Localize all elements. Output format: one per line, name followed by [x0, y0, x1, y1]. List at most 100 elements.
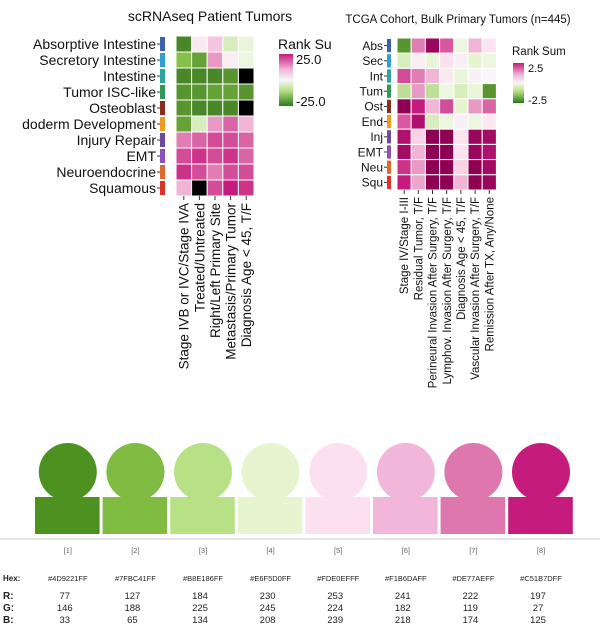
tcga-cell	[439, 143, 455, 161]
tcga-cell	[424, 83, 441, 100]
tcga-column-label: Stage IV/Stage I-III	[399, 197, 411, 294]
tcga-row-label: Inj	[370, 130, 383, 144]
swatch-hex: #FDE0EFFF	[317, 574, 360, 583]
scrnaseq-row-label: doderm Development	[22, 116, 156, 132]
scrnaseq-cell	[222, 99, 239, 117]
scrnaseq-row-label: Tumor ISC-like	[63, 84, 156, 100]
tcga-cell	[467, 174, 483, 191]
swatch-r-value: 222	[462, 591, 478, 602]
scrnaseq-cell	[206, 51, 224, 69]
r-row-label: R:	[3, 591, 14, 602]
scrnaseq-cell	[175, 131, 193, 149]
scrnaseq-row-group-bar	[160, 37, 165, 51]
scrnaseq-cell	[191, 131, 208, 149]
tcga-cell	[467, 143, 483, 161]
tcga-row-group-bar	[387, 84, 391, 98]
scrnaseq-cell	[237, 51, 255, 69]
tcga-heatmap: TCGA Cohort, Bulk Primary Tumors (n=445)…	[345, 14, 570, 388]
swatch-g-value: 225	[192, 603, 208, 614]
scrnaseq-cell	[191, 147, 208, 165]
tcga-row-label: Int	[370, 69, 384, 83]
scrnaseq-heatmap: scRNAseq Patient Tumors Absorptive Intes…	[22, 8, 332, 369]
tcga-cell	[481, 98, 497, 115]
scrnaseq-cell	[191, 115, 208, 133]
swatch-b-value: 208	[260, 615, 276, 626]
swatch-b-value: 33	[60, 615, 71, 626]
tcga-row-group-bar	[387, 39, 391, 53]
scrnaseq-cell	[222, 131, 239, 149]
tcga-cell	[453, 143, 469, 161]
tcga-cell	[481, 174, 497, 191]
swatch-index: [1]	[64, 546, 72, 555]
swatch-r-value: 77	[60, 591, 71, 602]
swatch-r-value: 241	[395, 591, 411, 602]
tcga-cell	[453, 113, 469, 130]
scrnaseq-cell	[206, 35, 224, 53]
swatch-g-value: 146	[57, 603, 73, 614]
scrnaseq-cell	[175, 115, 193, 133]
swatch-index: [3]	[199, 546, 207, 555]
tcga-row-group-bar	[387, 175, 391, 189]
scrnaseq-cell	[237, 99, 255, 117]
tcga-legend-tick-max: 2.5	[528, 63, 543, 75]
tcga-cell	[396, 67, 412, 85]
scrnaseq-column-label: Stage IVB or IVC/Stage IVA	[177, 203, 192, 369]
swatch-r-value: 197	[530, 591, 546, 602]
scrnaseq-legend: Rank Su 25.0 -25.0	[278, 36, 332, 109]
scrnaseq-row-label: Injury Repair	[77, 132, 157, 148]
tcga-cell	[396, 37, 412, 54]
scrnaseq-row-group-bar	[160, 117, 165, 131]
tcga-row-label: EMT	[358, 145, 384, 159]
scrnaseq-cell	[222, 115, 239, 133]
hex-row-label: Hex:	[3, 574, 20, 583]
scrnaseq-cell	[206, 115, 224, 133]
tcga-cell	[453, 98, 469, 115]
tcga-row-label: End	[362, 115, 383, 129]
tcga-row-label: Ost	[364, 100, 383, 114]
tcga-cell	[424, 98, 441, 115]
scrnaseq-cell	[191, 35, 208, 53]
swatch-index: [8]	[537, 546, 545, 555]
swatch-g-value: 27	[533, 603, 544, 614]
scrnaseq-cell	[237, 115, 255, 133]
tcga-cell	[467, 98, 483, 115]
tcga-row-group-bar	[387, 145, 391, 159]
scrnaseq-cell	[191, 83, 208, 101]
tcga-row-group-bar	[387, 160, 391, 174]
scrnaseq-row-group-bar	[160, 53, 165, 67]
scrnaseq-cell	[222, 179, 239, 197]
tcga-cell	[481, 52, 497, 69]
tcga-cell	[481, 113, 497, 130]
scrnaseq-cell	[175, 179, 193, 197]
tcga-cell	[453, 174, 469, 191]
scrnaseq-cell	[191, 67, 208, 85]
tcga-row-label: Abs	[362, 39, 383, 53]
scrnaseq-column-label: Right/Left Primary Site	[208, 203, 223, 338]
swatch-index: [7]	[469, 546, 477, 555]
tcga-cell	[410, 52, 426, 69]
swatch-hex: #4D9221FF	[48, 574, 88, 583]
scrnaseq-row-group-bar	[160, 133, 165, 147]
tcga-cell	[410, 113, 426, 130]
tcga-column-label: Lymphov. Invasion After Surgery, T/F	[442, 197, 454, 385]
tcga-cell	[396, 52, 412, 69]
scrnaseq-legend-tick-max: 25.0	[296, 52, 321, 67]
tcga-row-label: Neu	[361, 161, 383, 175]
scrnaseq-cell	[206, 147, 224, 165]
tcga-cell	[396, 159, 412, 176]
scrnaseq-row-label: Neuroendocrine	[56, 164, 156, 180]
swatch-index: [6]	[402, 546, 410, 555]
scrnaseq-heatmap-title: scRNAseq Patient Tumors	[128, 8, 292, 24]
tcga-cell	[410, 67, 426, 85]
tcga-cell	[467, 128, 483, 145]
scrnaseq-cell	[175, 163, 193, 181]
swatch-hex: #E6F5D0FF	[250, 574, 291, 583]
tcga-cell	[453, 159, 469, 176]
scrnaseq-cell	[237, 35, 255, 53]
tcga-legend-title: Rank Sum	[512, 46, 566, 58]
scrnaseq-row-group-bar	[160, 85, 165, 99]
tcga-cell	[396, 83, 412, 100]
